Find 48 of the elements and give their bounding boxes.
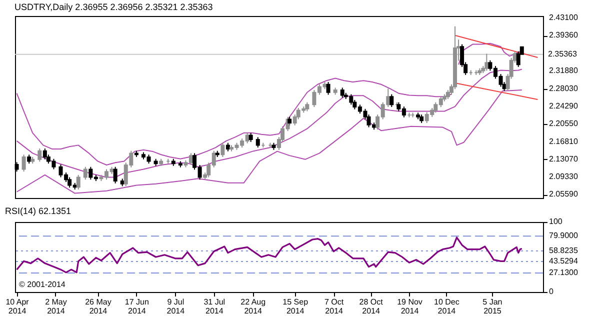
y-tick-label: 2.39360 [549,30,578,40]
candlestick [38,148,42,162]
chart-title: USDTRY,Daily 2.36955 2.36956 2.35321 2.35363 [14,2,213,12]
candlestick [326,82,330,96]
y-tick-label: 2.43100 [549,12,578,22]
y-tick-label: 43.5294 [549,256,578,266]
candlestick [42,148,47,160]
candlestick [390,94,394,108]
candlestick [256,136,260,148]
candlestick [484,53,489,72]
x-tick-label: 10 Dec 2014 [434,298,460,316]
y-tick-label: 27.1300 [549,268,578,278]
y-tick-label: 100 [549,217,563,226]
x-tick-label: 10 Apr 2014 [6,298,30,316]
x-tick-label: 19 Nov 2014 [397,298,422,316]
candlestick [22,154,26,172]
y-tick-label: 2.20550 [549,119,578,128]
y-tick-label: 2.24290 [549,102,578,111]
line-series [16,90,522,194]
x-tick-label: 26 May 2014 [85,298,112,316]
x-tick-label: 15 Sep 2014 [282,298,309,316]
annotation: © 2001-2014 [19,280,66,289]
y-tick-label: 2.31880 [549,66,578,75]
x-tick-label: 22 Aug 2014 [240,298,266,316]
y-tick-label: 2.16810 [549,136,578,146]
y-tick-label: 0 [549,287,554,296]
y-tick-label: 2.05590 [549,190,578,199]
chart-title: RSI(14) 62.1351 [4,206,72,216]
y-tick-label: 2.09330 [549,172,578,182]
x-tick-label: 31 Jul 2014 [204,298,226,316]
y-tick-label: 79.9000 [549,231,578,240]
candlestick [340,87,344,98]
candlestick [516,50,520,68]
candlestick [113,166,118,184]
x-tick-label: 7 Oct 2014 [324,298,344,316]
candlestick [83,166,88,180]
y-tick-label: 58.8235 [549,246,578,255]
x-tick-label: 17 Jun 2014 [124,298,149,316]
line-series [16,236,523,274]
x-tick-label: 28 Oct 2014 [359,298,384,316]
y-tick-label: 2.28030 [549,84,578,93]
y-tick-label: 2.13070 [549,154,578,164]
x-tick-label: 9 Jul 2014 [166,298,186,316]
x-tick-label: 2 May 2014 [45,298,67,316]
ref-line-label: 2.35363 [548,49,578,58]
x-tick-label: 5 Jan 2015 [482,298,502,316]
candlestick [76,174,80,190]
candlestick [220,142,225,158]
